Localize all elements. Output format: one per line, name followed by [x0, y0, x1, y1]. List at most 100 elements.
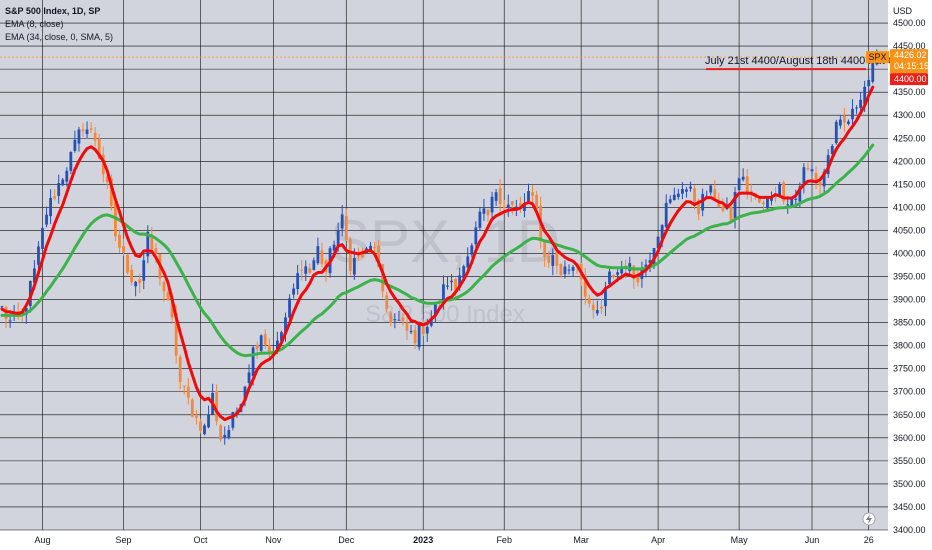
candle-body [195, 415, 198, 418]
candle-body [782, 182, 786, 202]
candle-body [215, 391, 219, 422]
candle-body [523, 202, 526, 211]
candle-body [697, 200, 700, 215]
y-tick-label: 4050.00 [893, 225, 926, 235]
candle-body [276, 340, 279, 351]
candle-body [822, 171, 826, 187]
candle-body [53, 196, 57, 199]
candle-body [863, 86, 867, 104]
y-tick-label: 4250.00 [893, 133, 926, 143]
y-tick-label: 4150.00 [893, 179, 926, 189]
candle-body [729, 206, 733, 221]
candle-body [806, 168, 810, 170]
level-tag-value: 4400.00 [894, 74, 927, 84]
candle-body [357, 255, 360, 257]
x-tick-label: Nov [265, 535, 282, 545]
candle-body [571, 267, 575, 271]
candle-body [830, 145, 834, 154]
lightning-icon[interactable] [862, 512, 876, 526]
candle-body [69, 151, 73, 171]
x-tick-label: Feb [496, 535, 512, 545]
y-tick-label: 4300.00 [893, 110, 926, 120]
candle-body [300, 269, 304, 271]
candle-body [122, 246, 125, 253]
candle-body [288, 298, 291, 318]
candle-body [600, 306, 603, 309]
price-tags: SPX 4426.02 04:15:15 4400.00 [866, 49, 929, 86]
candle-body [348, 239, 352, 271]
plot-area[interactable] [0, 0, 888, 530]
candle-body [401, 317, 405, 322]
candle-body [134, 281, 138, 287]
candle-body [296, 273, 300, 290]
candle-body [563, 266, 567, 275]
candle-body [559, 263, 563, 275]
candle-body [170, 296, 174, 318]
candle-body [636, 277, 640, 283]
candle-body [207, 414, 210, 428]
legend-ema-slow[interactable]: EMA (34, close, 0, SMA, 5) [5, 32, 113, 42]
candle-body [446, 285, 449, 287]
y-tick-label: 4200.00 [893, 156, 926, 166]
candle-body [494, 192, 498, 201]
candle-body [227, 429, 231, 438]
candle-body [37, 246, 40, 265]
grid-lines [0, 0, 888, 531]
y-axis-unit: USD [893, 6, 913, 16]
candle-body [689, 186, 692, 189]
candle-body [514, 206, 518, 209]
legend-title[interactable]: S&P 500 Index, 1D, SP [5, 6, 100, 16]
candle-body [814, 173, 818, 180]
candle-body [433, 303, 437, 317]
candle-body [547, 255, 551, 263]
candle-body [786, 204, 790, 206]
candle-body [340, 214, 344, 229]
legend-ema-fast[interactable]: EMA (8, close) [5, 19, 64, 29]
candle-body [587, 298, 591, 304]
candle-body [676, 193, 680, 198]
y-tick-label: 4350.00 [893, 87, 926, 97]
candle-body [741, 176, 745, 180]
candle-body [138, 279, 142, 284]
candle-body [389, 312, 393, 324]
candle-body [502, 206, 506, 208]
put-level-annotation[interactable]: July 21st 4400/August 18th 4400 Put Ca [705, 55, 903, 67]
candle-body [462, 266, 466, 279]
candle-body [855, 107, 858, 109]
candle-body [267, 344, 271, 352]
candle-body [57, 183, 61, 196]
candle-body [251, 347, 255, 377]
candle-body [733, 192, 737, 220]
candle-body [344, 215, 348, 241]
candle-body [713, 189, 717, 199]
candle-body [150, 234, 154, 250]
time-scale[interactable] [0, 530, 932, 550]
candle-body [312, 260, 316, 270]
candle-body [385, 295, 389, 309]
candle-body [543, 241, 547, 257]
candle-body [332, 244, 336, 251]
candle-body [146, 231, 150, 257]
candle-body [397, 319, 401, 321]
y-tick-label: 3750.00 [893, 364, 926, 374]
last-price-tag[interactable] [890, 49, 928, 74]
price-scale[interactable] [888, 0, 932, 530]
level-tag[interactable] [890, 73, 928, 86]
candle-body [369, 245, 372, 250]
candle-body [413, 329, 417, 344]
candle-body [604, 287, 607, 307]
candle-body [126, 254, 129, 273]
y-tick-label: 4100.00 [893, 202, 926, 212]
candle-body [838, 119, 842, 126]
y-tick-label: 3950.00 [893, 272, 926, 282]
candle-body [162, 281, 166, 292]
candle-body [243, 386, 247, 401]
last-price-value: 4426.02 [894, 50, 927, 60]
candle-body [847, 121, 850, 124]
candle-body [409, 330, 413, 333]
candle-body [320, 250, 324, 264]
candle-body [0, 306, 4, 308]
symbol-tag[interactable] [866, 51, 889, 64]
x-tick-label: Dec [338, 535, 355, 545]
